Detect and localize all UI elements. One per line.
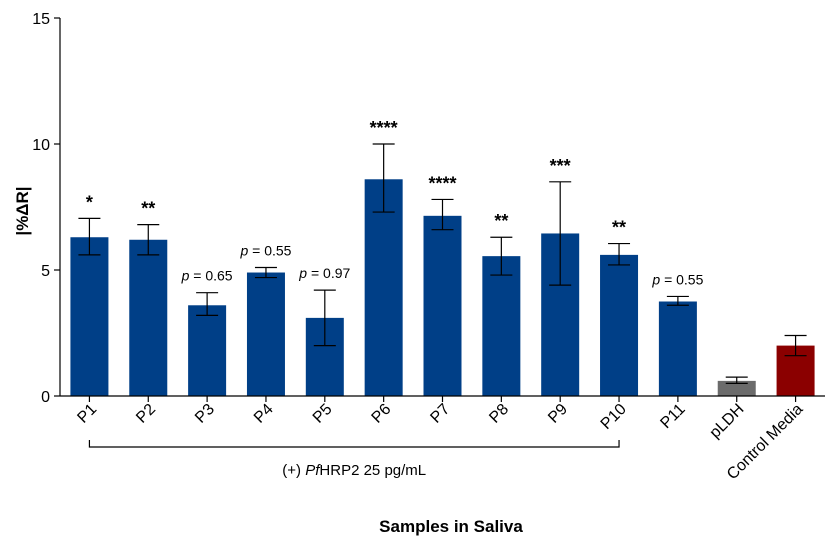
p-symbol: p: [181, 268, 194, 284]
x-tick-label: P9: [545, 401, 571, 427]
bracket-label: (+) PfHRP2 25 pg/mL: [282, 462, 426, 479]
x-tick-label: P1: [74, 401, 100, 427]
bar: [70, 237, 109, 396]
x-tick-label: P6: [369, 401, 395, 427]
bar: [129, 239, 168, 396]
p-value: = 0.55: [664, 271, 704, 287]
bracket-label-part: (+): [282, 462, 305, 479]
bar: [246, 272, 285, 396]
significance-label: p = 0.55: [239, 242, 291, 258]
significance-label: ****: [428, 173, 456, 193]
x-axis-title: Samples in Saliva: [379, 517, 523, 536]
p-symbol: p: [651, 271, 664, 287]
y-tick-label: 10: [32, 137, 50, 154]
p-value: = 0.55: [252, 242, 292, 258]
bar: [717, 380, 756, 396]
bar: [482, 256, 521, 396]
x-tick-label: P7: [427, 401, 453, 427]
x-tick-label: P3: [192, 401, 218, 427]
significance-label: **: [494, 211, 508, 231]
significance-label: ***: [550, 156, 571, 176]
bar: [658, 301, 697, 396]
x-tick-label: P2: [133, 401, 159, 427]
significance-label: **: [612, 218, 626, 238]
bar: [600, 254, 639, 396]
bar: [188, 305, 227, 396]
y-axis-title: |%ΔR|: [13, 186, 32, 235]
y-axis: 0 5 10 15: [32, 11, 61, 406]
x-tick-label: P10: [598, 401, 630, 433]
x-tick-label: P11: [657, 401, 688, 432]
bracket-group: (+) PfHRP2 25 pg/mL: [88, 440, 620, 479]
bar: [423, 215, 462, 396]
x-tick-label: P8: [486, 401, 512, 427]
x-tick-label: P5: [310, 401, 336, 427]
p-symbol: p: [298, 265, 311, 281]
bars-group: * **p = 0.65p = 0.55p = 0.97*************…: [70, 118, 815, 396]
significance-label: p = 0.65: [181, 268, 233, 284]
significance-label: **: [141, 199, 155, 219]
bar: [364, 179, 403, 396]
p-value: = 0.65: [193, 268, 233, 284]
y-tick-label: 0: [41, 389, 50, 406]
x-tick-label: pLDH: [707, 401, 748, 442]
y-tick-label: 15: [32, 11, 50, 28]
significance-label: *: [86, 192, 93, 212]
p-symbol: p: [239, 242, 252, 258]
significance-label: p = 0.97: [298, 265, 350, 281]
significance-label: ****: [370, 118, 398, 138]
significance-label: p = 0.55: [651, 271, 703, 287]
x-tick-label: P4: [251, 401, 277, 427]
bracket-label-part: HRP2 25 pg/mL: [319, 462, 426, 479]
bracket-line: [88, 440, 620, 448]
bracket-label-part: Pf: [305, 462, 321, 479]
y-tick-label: 5: [41, 263, 50, 280]
p-value: = 0.97: [311, 265, 351, 281]
